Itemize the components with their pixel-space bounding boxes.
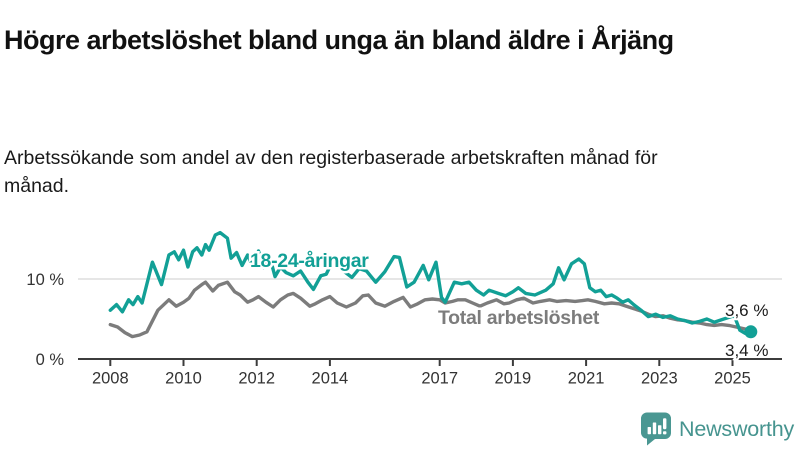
series-label-youth: 18-24-åringar [250, 249, 369, 272]
series-label-total: Total arbetslöshet [438, 307, 600, 329]
y-axis-tick-label: 10 % [26, 271, 64, 289]
series-line-total [108, 280, 753, 339]
x-axis-tick-label: 2019 [495, 370, 532, 388]
y-axis-tick-label: 0 % [36, 351, 65, 369]
newsworthy-logo: Newsworthy [640, 412, 794, 446]
chart-title: Högre arbetslöshet bland unga än bland ä… [4, 25, 674, 56]
end-value-label-total: 3,6 % [725, 301, 768, 320]
series-line-youth [108, 230, 753, 336]
x-axis-tick-label: 2012 [238, 370, 275, 388]
logo-wordmark: Newsworthy [679, 416, 795, 441]
x-axis-tick-label: 2010 [165, 370, 202, 388]
x-axis-tick-label: 2021 [568, 370, 605, 388]
x-axis-tick-label: 2023 [641, 370, 678, 388]
latest-value-dot [744, 325, 758, 339]
x-axis-tick-label: 2008 [92, 370, 129, 388]
end-value-label-youth: 3,4 % [725, 341, 768, 360]
x-axis-tick-label: 2017 [421, 370, 458, 388]
x-axis-tick-label: 2014 [312, 370, 349, 388]
x-axis-tick-label: 2025 [714, 370, 751, 388]
chart-subtitle: Arbetssökande som andel av den registerb… [4, 146, 658, 197]
newsworthy-speech-bubble-bar-chart-icon [641, 412, 671, 446]
